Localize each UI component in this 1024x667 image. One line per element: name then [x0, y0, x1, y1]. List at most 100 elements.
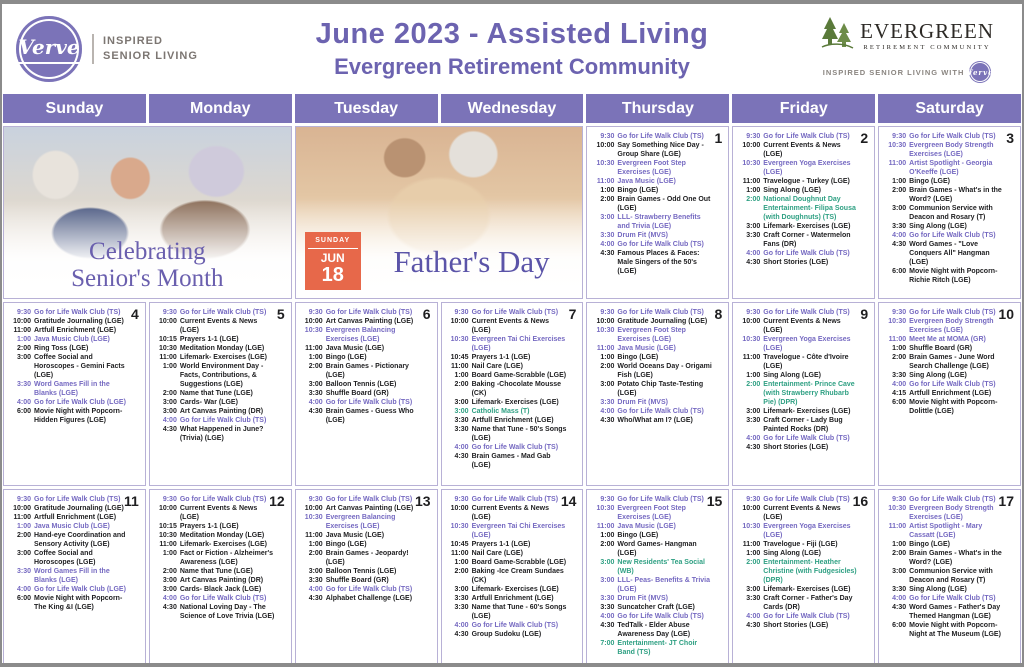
event-text: Movie Night with Popcorn- Hidden Figures…: [34, 408, 123, 424]
event-time: 3:00: [454, 408, 469, 415]
event-text: Brain Games - What's in the Word? (LGE): [909, 187, 1002, 203]
event-time: 2:00: [454, 381, 469, 388]
calendar-event: 4:00 Go for Life Walk Club (LGE): [6, 398, 142, 407]
event-time: 4:30: [162, 426, 177, 433]
event-time: 10:45: [450, 541, 469, 548]
event-time: 11:00: [742, 541, 761, 548]
calendar-event: 10:00 Say Something Nice Day - Group Shar…: [589, 141, 725, 159]
event-text: Short Stories (LGE): [763, 622, 829, 629]
calendar-page: Verve INSPIRED SENIOR LIVING June 2023 -…: [2, 4, 1022, 663]
calendar-event: 2:00 Hand-eye Coordination and Sensory Ac…: [6, 531, 142, 549]
day-number: 9: [860, 306, 869, 322]
calendar-event: 11:00 Artist Spotlight - Mary Cassatt (LG…: [881, 522, 1017, 540]
day-number: 17: [998, 493, 1014, 509]
calendar-event: 3:00 Lifemark- Exercises (LGE): [735, 585, 871, 594]
event-text: Gratitude Journaling (LGE): [34, 505, 124, 512]
event-text: Artfull Enrichment (LGE): [471, 417, 554, 424]
event-time: 4:00: [600, 613, 615, 620]
verve-tagline-line1: INSPIRED: [103, 35, 163, 48]
event-text: Say Something Nice Day - Group Share (LG…: [617, 142, 704, 158]
calendar-event: 10:30 Evergreen Tai Chi Exercises (LGE): [444, 522, 580, 540]
event-time: 4:30: [892, 241, 907, 248]
calendar-date-badge: SUNDAY JUN 18: [304, 232, 361, 290]
event-time: 1:00: [454, 559, 469, 566]
event-time: 3:30: [454, 417, 469, 424]
event-time: 4:00: [454, 444, 469, 451]
event-text: Evergreen Tai Chi Exercises (LGE): [471, 523, 566, 539]
event-text: Prayers 1-1 (LGE): [471, 354, 531, 361]
event-time: 10:00: [13, 318, 31, 325]
event-text: Brain Games - Mad Gab (LGE): [471, 453, 551, 469]
event-time: 9:30: [162, 496, 177, 503]
event-text: LLL- Peas- Benefits & Trivia (LGE): [617, 577, 711, 593]
day-cell: 17 9:30 Go for Life Walk Club (TS) 10:30 Eve…: [878, 489, 1021, 663]
calendar-event: 1:00 Board Game-Scrabble (LGE): [444, 371, 580, 380]
event-text: Sing Along (LGE): [909, 223, 967, 230]
event-time: 10:30: [450, 523, 469, 530]
event-text: Movie Night with Popcorn- Dolittle (LGE): [909, 399, 998, 415]
calendar-event: 10:30 Evergreen Balancing Exercises (LGE): [298, 326, 434, 344]
event-time: 1:00: [892, 178, 907, 185]
event-time: 10:15: [158, 523, 177, 530]
day-cell: 2 9:30 Go for Life Walk Club (TS) 10:00 Curr…: [732, 126, 876, 299]
event-time: 4:00: [16, 586, 31, 593]
event-time: 9:30: [892, 133, 907, 140]
event-time: 9:30: [454, 309, 469, 316]
event-time: 10:00: [742, 142, 761, 149]
event-time: 10:30: [888, 142, 907, 149]
event-text: Famous Places & Faces: Male Singers of t…: [617, 250, 700, 275]
event-time: 10:30: [596, 160, 615, 167]
event-time: 10:00: [304, 505, 323, 512]
fathers-day-photo: SUNDAY JUN 18 Father's Day: [294, 126, 584, 299]
event-time: 3:00: [600, 577, 615, 584]
event-text: Balloon Tennis (LGE): [325, 568, 397, 575]
calendar-event: 11:00 Meet Me at MOMA (GR): [881, 335, 1017, 344]
day-number: 8: [714, 306, 723, 322]
event-text: Go for Life Walk Club (TS): [471, 496, 559, 503]
event-time: 3:30: [746, 417, 761, 424]
event-text: Craft Corner - Lady Bug Painted Rocks (D…: [763, 417, 843, 433]
calendar-event: 3:00 Lifemark- Exercises (LGE): [735, 407, 871, 416]
calendar-event: 9:30 Go for Life Walk Club (TS): [152, 308, 288, 317]
calendar-event: 9:30 Go for Life Walk Club (TS): [298, 495, 434, 504]
day-number: 1: [714, 130, 723, 146]
event-text: Artfull Enrichment (LGE): [34, 327, 117, 334]
event-time: 3:00: [454, 586, 469, 593]
calendar-event: 7:00 Entertainment- JT Choir Band (TS): [589, 639, 725, 657]
calendar-event: 1:00 Sing Along (LGE): [735, 549, 871, 558]
calendar-event: 11:00 Artfull Enrichment (LGE): [6, 513, 142, 522]
day-number: 3: [1006, 130, 1014, 146]
calendar-event: 4:30 National Loving Day - The Science of…: [152, 603, 288, 621]
calendar-event: 4:30 Who/What am I? (LGE): [589, 416, 725, 425]
calendar-event: 3:30 Word Games Fill in the Blanks (LGE): [6, 567, 142, 585]
event-text: Current Events & News (LGE): [763, 505, 841, 521]
calendar-event: 10:30 Evergreen Yoga Exercises (LGE): [735, 522, 871, 540]
calendar-event: 9:30 Go for Life Walk Club (TS): [298, 308, 434, 317]
calendar-event: 10:00 Art Canvas Painting (LGE): [298, 504, 434, 513]
calendar-event: 3:30 Drum Fit (MVS): [589, 398, 725, 407]
event-text: Lifemark- Exercises (LGE): [763, 408, 851, 415]
event-time: 3:30: [600, 604, 615, 611]
calendar-event: 1:00 Java Music Club (LGE): [6, 522, 142, 531]
event-time: 10:30: [158, 345, 177, 352]
calendar-event: 1:00 Bingo (LGE): [589, 531, 725, 540]
calendar-event: 4:00 Go for Life Walk Club (TS): [881, 380, 1017, 389]
event-text: Go for Life Walk Club (TS): [325, 399, 413, 406]
event-text: Evergreen Balancing Exercises (LGE): [325, 327, 396, 343]
event-time: 3:30: [746, 595, 761, 602]
event-text: Brain Games - Jeopardy! (LGE): [325, 550, 409, 566]
event-time: 9:30: [454, 496, 469, 503]
event-time: 4:30: [600, 622, 615, 629]
event-text: Java Music (LGE): [617, 345, 676, 352]
calendar-event: 3:00 Lifemark- Exercises (LGE): [444, 398, 580, 407]
calendar-event: 11:00 Java Music (LGE): [298, 344, 434, 353]
event-text: Art Canvas Painting (DR): [179, 408, 264, 415]
day-cell: 16 9:30 Go for Life Walk Club (TS) 10:00 Cur…: [732, 489, 876, 663]
event-time: 11:00: [596, 178, 615, 185]
event-time: 10:30: [596, 505, 615, 512]
calendar-event: 3:30 Artfull Enrichment (LGE): [444, 594, 580, 603]
calendar-event: 3:30 Sing Along (LGE): [881, 585, 1017, 594]
event-time: 3:30: [454, 595, 469, 602]
event-text: Brain Games - Pictionary (LGE): [325, 363, 409, 379]
event-time: 2:00: [892, 354, 907, 361]
